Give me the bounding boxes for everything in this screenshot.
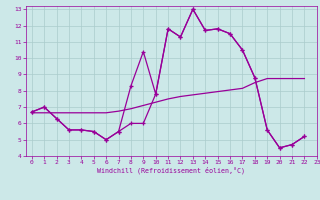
X-axis label: Windchill (Refroidissement éolien,°C): Windchill (Refroidissement éolien,°C) [97, 167, 245, 174]
